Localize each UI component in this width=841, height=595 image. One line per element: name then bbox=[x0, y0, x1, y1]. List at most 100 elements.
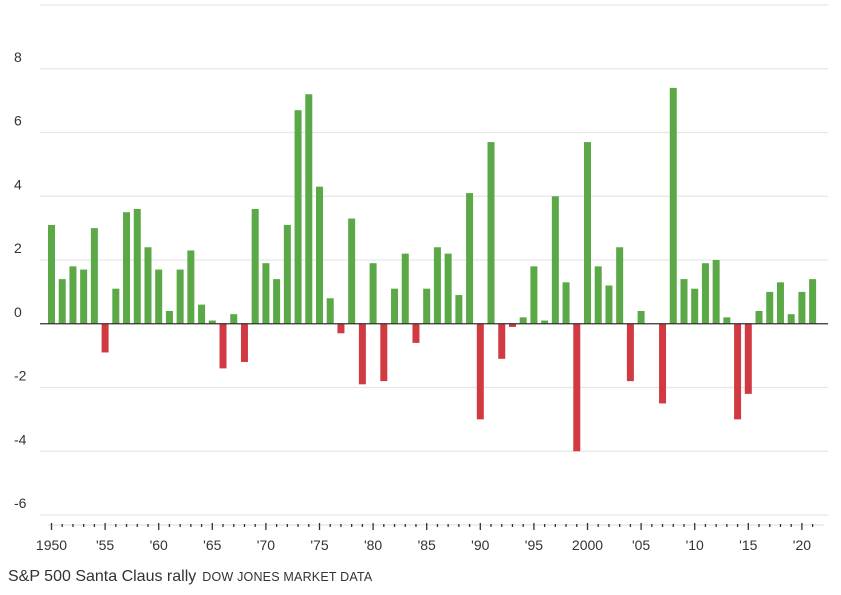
bar-1973 bbox=[294, 110, 302, 324]
bar-1979 bbox=[358, 323, 366, 385]
bar-1951 bbox=[58, 279, 66, 324]
bar-2021 bbox=[809, 279, 817, 324]
bar-1977 bbox=[337, 323, 345, 334]
x-tick-label: 1950 bbox=[36, 537, 67, 553]
chart-source: DOW JONES MARKET DATA bbox=[202, 570, 373, 584]
bar-1953 bbox=[80, 269, 88, 324]
x-tick-label: '95 bbox=[525, 537, 543, 553]
y-tick-label: -4 bbox=[14, 431, 27, 447]
bar-1964 bbox=[198, 304, 206, 324]
bar-1989 bbox=[466, 193, 474, 324]
bar-2009 bbox=[680, 279, 688, 324]
y-tick-label: 6 bbox=[14, 113, 22, 129]
bar-1980 bbox=[369, 263, 377, 324]
bar-1969 bbox=[251, 209, 259, 324]
bar-1958 bbox=[133, 209, 141, 324]
bar-2013 bbox=[723, 317, 731, 324]
x-tick-label: '20 bbox=[793, 537, 811, 553]
bar-2000 bbox=[584, 142, 591, 324]
bar-2001 bbox=[594, 266, 602, 324]
x-tick-label: '90 bbox=[471, 537, 489, 553]
bar-1997 bbox=[551, 196, 559, 324]
x-tick-label: 2000 bbox=[572, 537, 603, 553]
bar-1963 bbox=[187, 250, 195, 324]
bar-1986 bbox=[433, 247, 441, 324]
bars bbox=[48, 87, 817, 452]
bar-1987 bbox=[444, 253, 452, 324]
bar-1956 bbox=[112, 288, 120, 324]
bar-1962 bbox=[176, 269, 184, 324]
bar-1996 bbox=[541, 320, 549, 324]
bar-2020 bbox=[798, 291, 806, 324]
bar-1976 bbox=[326, 298, 334, 324]
y-tick-label: -6 bbox=[14, 495, 27, 511]
bar-1985 bbox=[423, 288, 431, 324]
bar-1960 bbox=[155, 269, 163, 324]
y-tick-label: 10% bbox=[14, 0, 42, 1]
bar-1998 bbox=[562, 282, 570, 324]
bar-2010 bbox=[691, 288, 699, 324]
bar-1982 bbox=[391, 288, 399, 324]
axes bbox=[40, 323, 828, 530]
x-tick-label: '65 bbox=[203, 537, 221, 553]
x-tick-label: '55 bbox=[96, 537, 114, 553]
bar-1990 bbox=[476, 323, 484, 420]
bar-2004 bbox=[626, 323, 634, 382]
x-tick-label: '75 bbox=[310, 537, 328, 553]
bar-1984 bbox=[412, 323, 420, 343]
bar-1966 bbox=[219, 323, 227, 369]
bar-2007 bbox=[659, 323, 667, 404]
bar-2017 bbox=[766, 291, 774, 324]
bar-1975 bbox=[316, 186, 323, 324]
bar-1972 bbox=[283, 224, 291, 324]
x-tick-label: '70 bbox=[257, 537, 275, 553]
x-tick-label: '10 bbox=[686, 537, 704, 553]
x-tick-label: '60 bbox=[150, 537, 168, 553]
gridlines bbox=[40, 4, 828, 516]
bar-1955 bbox=[101, 323, 109, 353]
bar-2015 bbox=[744, 323, 752, 394]
x-tick-label: '85 bbox=[418, 537, 436, 553]
bar-1988 bbox=[455, 295, 463, 324]
bar-2008 bbox=[669, 87, 677, 324]
bar-1983 bbox=[401, 253, 409, 324]
bar-1994 bbox=[519, 317, 527, 324]
y-tick-label: -2 bbox=[14, 368, 27, 384]
bar-2003 bbox=[616, 247, 624, 324]
bar-1978 bbox=[348, 218, 356, 324]
x-tick-label: '15 bbox=[739, 537, 757, 553]
y-tick-label: 2 bbox=[14, 240, 22, 256]
bar-1995 bbox=[530, 266, 538, 324]
bar-1974 bbox=[305, 94, 313, 324]
bar-2005 bbox=[637, 311, 645, 324]
bar-2002 bbox=[605, 285, 613, 324]
bar-2011 bbox=[701, 263, 709, 324]
bar-1970 bbox=[262, 263, 270, 324]
bar-1961 bbox=[165, 311, 173, 324]
bar-1971 bbox=[273, 279, 281, 324]
bar-1959 bbox=[144, 247, 152, 324]
x-tick-label: '05 bbox=[632, 537, 650, 553]
chart-title: S&P 500 Santa Claus rally bbox=[8, 568, 197, 585]
bar-2019 bbox=[787, 314, 795, 324]
bar-1999 bbox=[573, 323, 581, 452]
bar-1952 bbox=[69, 266, 77, 324]
bar-1957 bbox=[123, 212, 131, 324]
x-tick-label: '80 bbox=[364, 537, 382, 553]
y-tick-label: 8 bbox=[14, 49, 22, 65]
bar-2018 bbox=[776, 282, 784, 324]
bar-1967 bbox=[230, 314, 238, 324]
bar-1965 bbox=[208, 320, 216, 324]
bar-1954 bbox=[90, 228, 98, 324]
bar-1950 bbox=[48, 224, 55, 324]
bar-1992 bbox=[498, 323, 506, 359]
tick-labels: -6 -4 -2 0 2 4 6 8 10% 1950 '55 '60 '65 '70 '75 '80 '85 '… bbox=[14, 0, 811, 553]
bar-2016 bbox=[755, 311, 763, 324]
bar-2014 bbox=[734, 323, 742, 420]
y-tick-label: 4 bbox=[14, 176, 22, 192]
bar-1968 bbox=[240, 323, 248, 362]
y-tick-label: 0 bbox=[14, 304, 22, 320]
chart-caption: S&P 500 Santa Claus rally DOW JONES MARKE… bbox=[8, 568, 372, 586]
bar-1993 bbox=[508, 323, 516, 327]
